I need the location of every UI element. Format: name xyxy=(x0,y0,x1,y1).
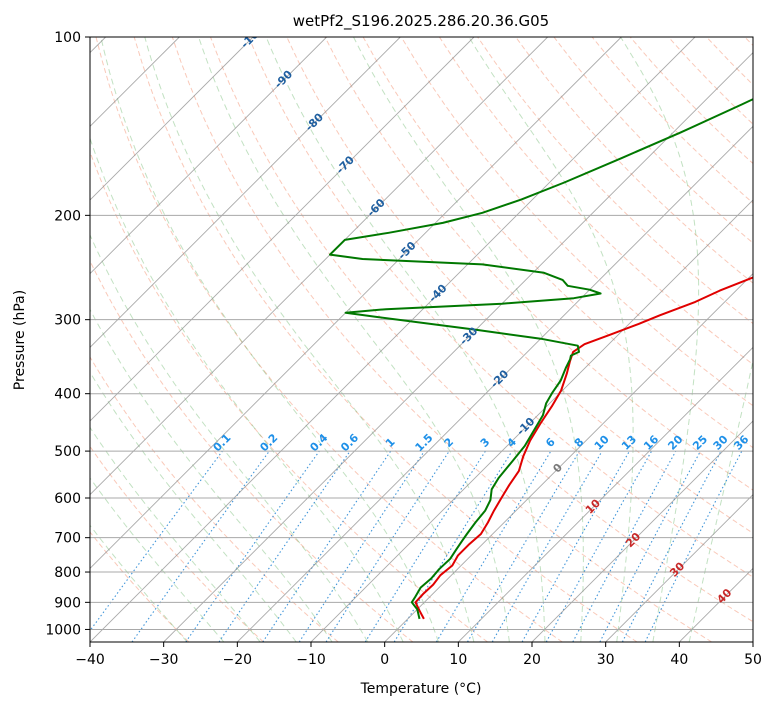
moist-adiabat xyxy=(688,358,753,642)
dry-adiabat xyxy=(90,356,339,642)
background-lines xyxy=(90,37,753,642)
mixing-ratio-line xyxy=(572,450,677,642)
y-axis-label: Pressure (hPa) xyxy=(12,290,28,390)
dry-adiabat xyxy=(400,37,753,407)
dry-adiabat xyxy=(324,37,753,491)
mixing-ratio-line xyxy=(521,450,630,642)
x-tick-label: −30 xyxy=(149,652,179,668)
moist-adiabat xyxy=(90,308,333,642)
dewpoint-line xyxy=(329,98,753,620)
dry-adiabat xyxy=(133,37,638,642)
dry-adiabat xyxy=(171,37,712,642)
mixing-ratio-line xyxy=(218,450,351,642)
isotherm xyxy=(605,494,753,642)
moist-adiabat xyxy=(265,37,546,642)
temperature-line xyxy=(414,276,753,620)
x-axis-label: Temperature (°C) xyxy=(360,681,482,697)
plot-frame xyxy=(89,36,754,643)
y-tick-label: 300 xyxy=(54,313,81,329)
isotherm xyxy=(90,37,475,422)
mixing-ratio-line xyxy=(90,450,223,632)
dry-adiabat xyxy=(438,37,753,366)
moist-adiabat xyxy=(90,136,404,642)
x-tick-label: −10 xyxy=(296,652,326,668)
y-tick-label: 600 xyxy=(54,491,81,507)
moist-adiabat xyxy=(620,37,700,642)
y-tick-label: 800 xyxy=(54,565,81,581)
y-tick-label: 700 xyxy=(54,531,81,547)
x-tick-label: 0 xyxy=(380,652,389,668)
mixing-ratio-line xyxy=(393,450,513,642)
x-tick-label: 20 xyxy=(523,652,541,668)
moist-adiabat xyxy=(353,37,584,642)
y-tick-label: 400 xyxy=(54,387,81,403)
dry-adiabat xyxy=(248,37,753,578)
isotherm xyxy=(90,37,696,642)
moist-adiabat xyxy=(90,371,297,642)
mixing-ratio-line xyxy=(644,450,743,642)
isotherm xyxy=(90,37,401,348)
isotherm xyxy=(458,346,753,642)
dry-adiabat xyxy=(90,445,264,642)
x-tick-label: −20 xyxy=(223,652,253,668)
moist-adiabat xyxy=(90,524,188,642)
x-tick-label: 30 xyxy=(597,652,615,668)
x-tick-label: 40 xyxy=(670,652,688,668)
y-tick-label: 100 xyxy=(54,30,81,46)
mixing-ratio-line xyxy=(325,450,450,642)
y-tick-label: 1000 xyxy=(45,622,81,638)
moist-adiabat xyxy=(144,37,475,642)
x-axis: −40 −30 −20 −10 0 10 20 30 40 50 xyxy=(75,642,762,668)
isotherm xyxy=(384,273,753,642)
y-tick-label: 900 xyxy=(54,595,81,611)
isotherm xyxy=(310,199,753,642)
mixing-ratio-line xyxy=(298,450,425,642)
isotherm xyxy=(531,420,753,642)
y-tick-label: 500 xyxy=(54,444,81,460)
moist-adiabat xyxy=(198,37,510,642)
x-tick-label: 10 xyxy=(449,652,467,668)
series-layer xyxy=(329,98,753,620)
moist-adiabat xyxy=(100,37,439,642)
mixing-ratio-line xyxy=(185,450,320,642)
mixing-ratio-line xyxy=(262,450,392,642)
isotherm xyxy=(90,37,622,569)
mixing-ratio-line xyxy=(131,450,270,642)
isotherm xyxy=(90,37,327,275)
x-tick-label: 50 xyxy=(744,652,762,668)
moist-adiabat xyxy=(90,426,261,642)
dry-adiabat xyxy=(515,37,753,284)
mixing-ratio-line xyxy=(545,450,653,642)
dry-adiabat xyxy=(95,37,563,642)
isotherm xyxy=(90,37,254,201)
dry-adiabat xyxy=(90,150,488,642)
isotherm xyxy=(90,37,548,496)
moist-adiabat xyxy=(90,477,225,642)
chart-title: wetPf2_S196.2025.286.20.36.G05 xyxy=(293,12,549,31)
dry-adiabat xyxy=(90,531,190,642)
moist-adiabat xyxy=(90,233,369,642)
y-tick-label: 200 xyxy=(54,208,81,224)
dry-adiabat xyxy=(210,37,753,623)
x-tick-label: −40 xyxy=(75,652,105,668)
y-axis: 100 200 300 400 500 600 700 800 900 1000 xyxy=(45,30,90,638)
